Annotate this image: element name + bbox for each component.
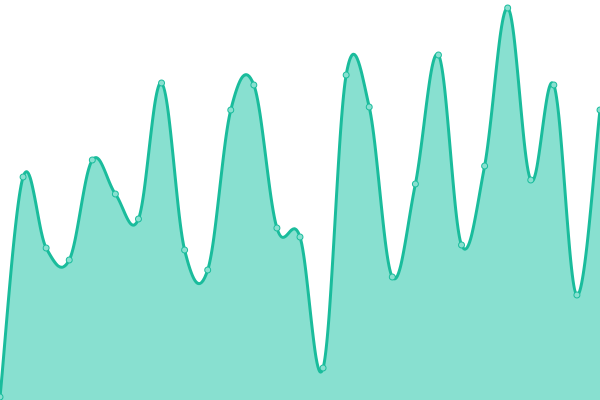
data-point[interactable] bbox=[134, 215, 142, 223]
data-point[interactable] bbox=[250, 81, 258, 89]
data-point[interactable] bbox=[319, 364, 327, 372]
data-point[interactable] bbox=[19, 173, 27, 181]
data-point[interactable] bbox=[434, 51, 442, 59]
data-point[interactable] bbox=[0, 393, 4, 400]
area-fill bbox=[0, 7, 600, 400]
data-point[interactable] bbox=[158, 79, 166, 87]
data-point[interactable] bbox=[596, 106, 600, 114]
data-point[interactable] bbox=[365, 103, 373, 111]
data-point[interactable] bbox=[550, 81, 558, 89]
data-point[interactable] bbox=[481, 162, 489, 170]
data-point[interactable] bbox=[181, 246, 189, 254]
data-point[interactable] bbox=[342, 71, 350, 79]
data-point[interactable] bbox=[458, 241, 466, 249]
data-point[interactable] bbox=[504, 4, 512, 12]
data-point[interactable] bbox=[204, 266, 212, 274]
data-point[interactable] bbox=[111, 190, 119, 198]
data-point[interactable] bbox=[411, 180, 419, 188]
data-point[interactable] bbox=[88, 156, 96, 164]
data-point[interactable] bbox=[573, 291, 581, 299]
data-point[interactable] bbox=[527, 176, 535, 184]
data-point[interactable] bbox=[273, 224, 281, 232]
data-point[interactable] bbox=[296, 233, 304, 241]
data-point[interactable] bbox=[65, 256, 73, 264]
data-point[interactable] bbox=[227, 106, 235, 114]
data-point[interactable] bbox=[42, 244, 50, 252]
data-point[interactable] bbox=[388, 273, 396, 281]
